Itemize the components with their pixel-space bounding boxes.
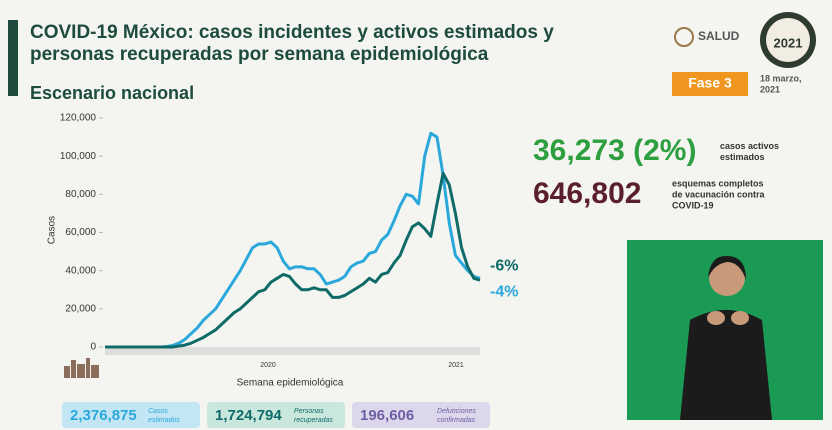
stat-label: casos activos (720, 141, 779, 151)
end-label: -4% (490, 284, 518, 301)
total-value: 196,606 (360, 407, 414, 424)
logo-text: SALUD (698, 29, 740, 43)
total-label: Personas (294, 408, 324, 415)
x-axis-band (105, 347, 480, 355)
total-label: confirmadas (437, 417, 476, 424)
y-axis-label: Casos (47, 216, 58, 244)
y-tick-label: 0 (90, 342, 96, 353)
date-line: 2021 (760, 84, 780, 94)
title-line: COVID-19 México: casos incidentes y acti… (30, 22, 554, 43)
x-axis-label: Semana epidemiológica (237, 378, 344, 389)
year-label: 2021 (448, 362, 464, 369)
end-label: -6% (490, 257, 518, 274)
subtitle: Escenario nacional (30, 83, 194, 103)
y-tick-label: 100,000 (60, 151, 97, 162)
phase-box (672, 72, 748, 96)
total-value: 1,724,794 (215, 407, 282, 424)
total-label: Defunciones (437, 408, 476, 415)
stat-label: estimados (720, 152, 765, 162)
y-tick-label: 120,000 (60, 113, 97, 124)
y-tick-label: 20,000 (65, 303, 96, 314)
stat-label: esquemas completos (672, 178, 764, 188)
date-line: 18 marzo, (760, 73, 802, 83)
total-box (62, 402, 200, 428)
stat-value: 646,802 (533, 177, 641, 210)
y-tick-label: 80,000 (65, 189, 96, 200)
logo-icon (674, 27, 694, 47)
total-box (352, 402, 490, 428)
interpreter (680, 255, 772, 420)
title-line: personas recuperadas por semana epidemio… (30, 44, 489, 65)
total-label: Casos (148, 408, 168, 415)
accent-bar (8, 20, 18, 96)
y-tick-label: 40,000 (65, 265, 96, 276)
total-label: estimados (148, 417, 180, 424)
y-tick-label: 60,000 (65, 227, 96, 238)
phase: Fase 3 (688, 75, 732, 91)
stat-value: 36,273 (2%) (533, 134, 696, 167)
total-value: 2,376,875 (70, 407, 137, 424)
stat-label: COVID-19 (672, 200, 714, 210)
badge-inner (766, 18, 810, 62)
year-label: 2020 (260, 362, 276, 369)
badge-year: 2021 (774, 35, 803, 50)
skyline (64, 358, 99, 378)
total-label: recuperadas (294, 417, 333, 424)
stat-label: de vacunación contra (672, 189, 766, 199)
total-box (207, 402, 345, 428)
series-line (105, 171, 481, 349)
